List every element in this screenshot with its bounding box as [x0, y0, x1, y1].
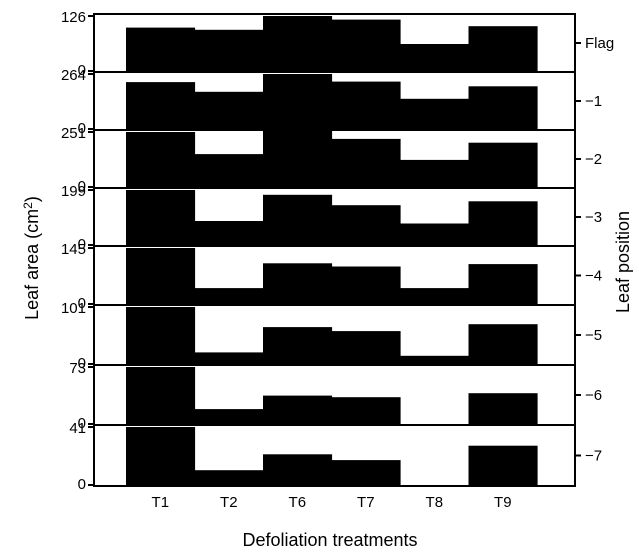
leaf-position-label: −6 — [585, 387, 602, 404]
right-axis-title: Leaf position — [613, 211, 633, 313]
y-tick-label-zero: 0 — [78, 415, 86, 432]
y-tick-label-zero: 0 — [78, 295, 86, 312]
bar-t2 — [194, 288, 264, 305]
y-tick-label-zero: 0 — [78, 178, 86, 195]
bar-t7 — [331, 331, 401, 365]
y-tick-label-zero: 0 — [78, 476, 86, 493]
leaf-position-label: −1 — [585, 93, 602, 110]
y-tick-label-max: 264 — [61, 67, 86, 84]
bar-t9 — [468, 324, 538, 365]
bar-t7 — [331, 19, 401, 73]
y-tick-label-max: 73 — [69, 360, 86, 377]
leaf-position-label: −2 — [585, 151, 602, 168]
panel-2: 264 0 −1 — [61, 67, 602, 137]
bar-t6 — [263, 454, 333, 486]
panel-7: 73 0 −6 — [69, 360, 602, 432]
y-axis-title-main: Leaf area (cm — [22, 209, 42, 320]
bar-t7 — [331, 460, 401, 486]
bar-t6 — [263, 16, 333, 72]
panel-8: 41 0 −7 — [69, 420, 602, 493]
y-tick-label-zero: 0 — [78, 120, 86, 137]
leaf-position-label: −4 — [585, 268, 602, 285]
panel-1: 126 0 Flag — [61, 9, 614, 79]
leaf-position-label: −7 — [585, 448, 602, 465]
y-tick-label-max: 199 — [61, 183, 86, 200]
bar-t2 — [194, 409, 264, 425]
bar-t9 — [468, 201, 538, 246]
bar-t1 — [126, 82, 196, 130]
bar-t1 — [126, 427, 196, 486]
panel-5: 145 0 −4 — [61, 241, 602, 312]
panels-group: 1260Flag2640−12510−21990−31450−41010−573… — [61, 9, 614, 493]
y-tick-label-max: 126 — [61, 9, 86, 26]
bar-t7 — [331, 138, 401, 188]
bar-t6 — [263, 395, 333, 425]
panel-3: 251 0 −2 — [61, 125, 602, 195]
bar-t7 — [331, 205, 401, 246]
y-axis-title-superscript: 2 — [21, 202, 35, 209]
x-tick-label-t9: T9 — [494, 494, 512, 511]
bar-t9 — [468, 264, 538, 305]
y-tick-label-max: 101 — [61, 300, 86, 317]
leaf-position-label: −3 — [585, 209, 602, 226]
panel-6: 101 0 −5 — [61, 300, 602, 372]
x-tick-label-t2: T2 — [220, 494, 238, 511]
bar-t2 — [194, 470, 264, 486]
x-tick-label-t8: T8 — [426, 494, 444, 511]
bar-t9 — [468, 445, 538, 486]
bar-t6 — [263, 263, 333, 305]
x-tick-label-t1: T1 — [152, 494, 170, 511]
y-tick-label-max: 251 — [61, 125, 86, 142]
bar-t8 — [400, 159, 470, 188]
x-category-labels: T1 T2 T6 T7 T8 T9 — [152, 494, 512, 511]
bar-t2 — [194, 154, 264, 188]
leaf-position-label: Flag — [585, 35, 614, 52]
panel-4: 199 0 −3 — [61, 183, 602, 253]
y-tick-label-max: 41 — [69, 420, 86, 437]
leaf-position-label: −5 — [585, 327, 602, 344]
bar-t1 — [126, 248, 196, 305]
bar-t9 — [468, 393, 538, 425]
bar-t7 — [331, 397, 401, 425]
bar-t6 — [263, 327, 333, 365]
bar-t8 — [400, 288, 470, 305]
y-tick-label-zero: 0 — [78, 355, 86, 372]
bar-t1 — [126, 190, 196, 246]
y-axis-title-close: ) — [22, 196, 42, 202]
bar-t9 — [468, 26, 538, 72]
bar-t8 — [400, 223, 470, 246]
bar-t9 — [468, 86, 538, 130]
bar-t2 — [194, 221, 264, 246]
y-tick-label-max: 145 — [61, 241, 86, 258]
bar-t1 — [126, 27, 196, 73]
bar-t2 — [194, 91, 264, 130]
bar-t7 — [331, 81, 401, 130]
bar-t6 — [263, 194, 333, 246]
bar-t8 — [400, 355, 470, 365]
bar-t1 — [126, 307, 196, 365]
bar-t1 — [126, 132, 196, 188]
bar-t2 — [194, 352, 264, 365]
y-tick-label-zero: 0 — [78, 236, 86, 253]
bar-t7 — [331, 266, 401, 305]
bar-t9 — [468, 142, 538, 188]
y-tick-label-zero: 0 — [78, 62, 86, 79]
bar-t6 — [263, 127, 333, 188]
x-axis-title: Defoliation treatments — [242, 530, 417, 550]
y-axis-title: Leaf area (cm2) — [21, 196, 42, 320]
bar-t8 — [400, 44, 470, 72]
bar-t2 — [194, 29, 264, 72]
bar-t1 — [126, 367, 196, 425]
bar-t8 — [400, 98, 470, 130]
x-tick-label-t7: T7 — [357, 494, 375, 511]
x-tick-label-t6: T6 — [289, 494, 307, 511]
bar-t6 — [263, 74, 333, 130]
